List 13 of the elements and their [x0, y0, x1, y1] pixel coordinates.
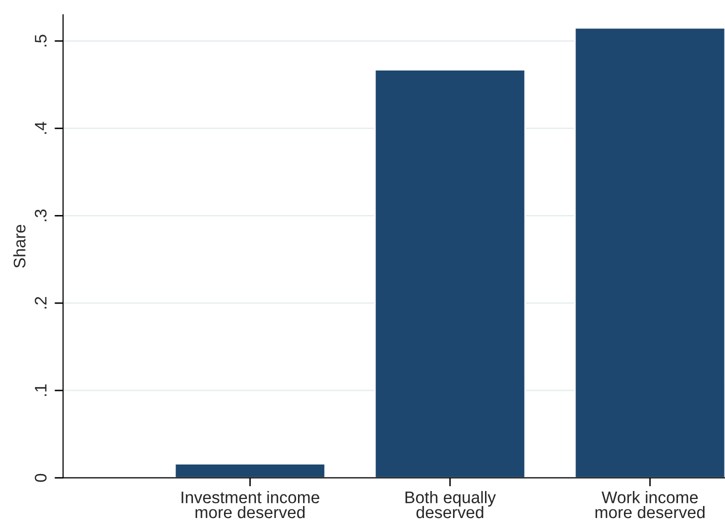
y-tick-label: .5 — [34, 34, 47, 46]
bar — [174, 463, 326, 478]
y-tick-label: .1 — [34, 384, 46, 396]
y-tick-label: 0 — [34, 474, 47, 482]
y-tick-label: .3 — [34, 210, 47, 222]
bar — [374, 69, 526, 478]
x-tick-label: Both equally deserved — [406, 491, 496, 518]
y-tick-label: .2 — [34, 296, 46, 309]
x-tick-label: Work income more deserved — [596, 491, 705, 518]
y-tick-label: .4 — [34, 122, 46, 134]
bar — [574, 27, 725, 478]
y-axis-title: Share — [13, 224, 26, 268]
x-tick-label: Investment income more deserved — [182, 491, 320, 518]
